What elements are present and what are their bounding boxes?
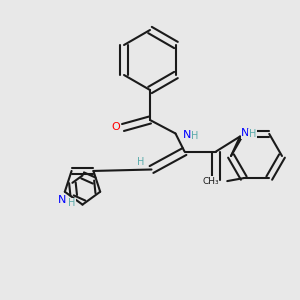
Text: CH₃: CH₃ [202,177,219,186]
Text: O: O [204,178,213,188]
Text: N: N [58,195,66,205]
Text: H: H [137,157,145,167]
Text: N: N [183,130,191,140]
Text: N: N [241,128,250,139]
Text: O: O [111,122,120,133]
Text: H: H [68,198,75,208]
Text: H: H [191,131,199,141]
Text: H: H [249,129,256,139]
